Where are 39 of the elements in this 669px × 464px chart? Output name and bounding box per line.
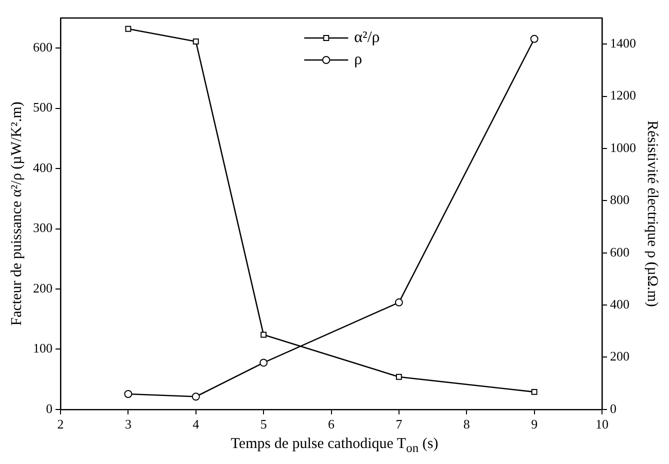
point bbox=[531, 388, 538, 395]
y-tick-label: 500 bbox=[33, 100, 52, 115]
y-tick-label: 0 bbox=[46, 400, 52, 416]
x-axis-title: Temps de pulse cathodique T$_{on}$ (s) bbox=[230, 436, 440, 456]
x-tick-label: 5 bbox=[260, 416, 267, 432]
y2-axis-title: Résistivité électrique ρ (µΩ.m) bbox=[644, 120, 660, 307]
legend-label: α²/ρ bbox=[354, 29, 380, 46]
point bbox=[396, 374, 402, 380]
y2-tick-label: 800 bbox=[610, 192, 630, 208]
y2-tick-label: 400 bbox=[610, 296, 630, 312]
x-tick-label: 9 bbox=[531, 416, 538, 432]
y-tick-label: 300 bbox=[33, 220, 52, 236]
point bbox=[260, 358, 268, 367]
x-tick-label: 6 bbox=[328, 416, 335, 432]
y-tick-label: 200 bbox=[33, 280, 52, 296]
y-axis-title: Facteur de puissance α²/ρ (µW/K².m) bbox=[8, 102, 25, 326]
legend-label: ρ bbox=[354, 51, 362, 68]
x-tick-label: 8 bbox=[463, 416, 470, 432]
y2-tick-label: 600 bbox=[610, 244, 630, 260]
point bbox=[260, 332, 267, 338]
y2-tick-label: 1400 bbox=[610, 36, 636, 51]
y2-tick-label: 0 bbox=[610, 400, 616, 416]
y-tick-label: 600 bbox=[33, 40, 52, 55]
point bbox=[192, 38, 199, 44]
x-tick-label: 10 bbox=[596, 416, 608, 432]
y-tick-label: 100 bbox=[33, 340, 52, 356]
point bbox=[124, 390, 132, 398]
y2-tick-label: 1200 bbox=[610, 88, 636, 103]
y2-tick-label: 1000 bbox=[610, 140, 636, 155]
y-tick-label: 400 bbox=[33, 160, 52, 175]
x-tick-label: 3 bbox=[124, 416, 132, 432]
y2-tick-label: 200 bbox=[610, 348, 630, 364]
point bbox=[530, 34, 538, 43]
point bbox=[394, 298, 403, 306]
point bbox=[125, 26, 132, 32]
x-tick-label: 4 bbox=[192, 416, 200, 432]
x-tick-label: 7 bbox=[396, 416, 403, 432]
point bbox=[192, 392, 200, 401]
x-tick-label: 2 bbox=[57, 416, 64, 432]
